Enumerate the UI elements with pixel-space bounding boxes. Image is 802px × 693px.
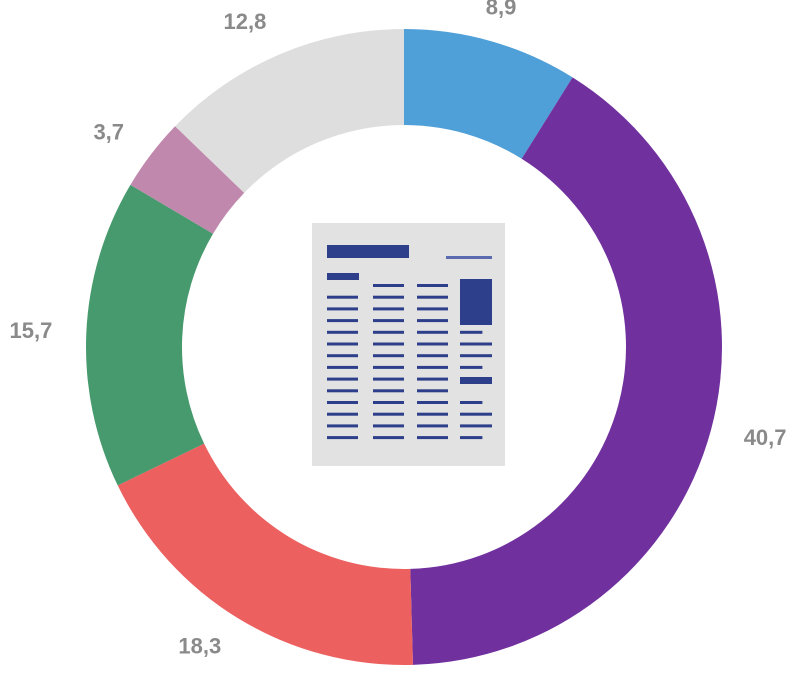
icon-line <box>417 389 448 393</box>
icon-line <box>327 330 358 334</box>
icon-line <box>417 330 448 334</box>
icon-line <box>460 401 483 404</box>
icon-line <box>327 401 358 404</box>
icon-line <box>327 412 358 416</box>
icon-line <box>460 436 483 440</box>
icon-line <box>373 401 404 404</box>
icon-line <box>373 284 404 287</box>
icon-line <box>373 389 404 393</box>
icon-line <box>373 330 404 334</box>
icon-line <box>373 436 404 440</box>
data-label: 3,7 <box>93 119 124 144</box>
donut-slice <box>404 29 573 159</box>
donut-slice <box>85 184 214 486</box>
data-label: 8,9 <box>486 0 517 19</box>
icon-heading <box>327 245 409 258</box>
icon-line <box>373 307 404 311</box>
icon-line <box>460 330 483 334</box>
icon-line <box>460 412 492 416</box>
document-icon <box>312 223 505 466</box>
icon-line <box>417 295 448 299</box>
icon-line <box>373 319 404 323</box>
icon-line <box>327 436 358 440</box>
icon-line <box>417 412 448 416</box>
data-label: 12,8 <box>224 9 267 34</box>
icon-line <box>327 342 358 346</box>
icon-line <box>417 401 448 404</box>
icon-line <box>417 284 448 287</box>
icon-line <box>417 365 448 369</box>
data-label: 18,3 <box>178 634 221 659</box>
icon-line <box>373 342 404 346</box>
icon-line <box>460 342 492 346</box>
icon-line <box>373 295 404 299</box>
donut-slice <box>117 443 413 665</box>
icon-line <box>417 377 448 381</box>
icon-line <box>460 377 492 384</box>
icon-line <box>327 307 358 311</box>
icon-line <box>417 354 448 358</box>
icon-line <box>460 424 492 428</box>
icon-line <box>327 319 358 323</box>
icon-line <box>327 273 359 280</box>
data-label: 40,7 <box>744 425 787 450</box>
icon-line <box>446 256 492 259</box>
icon-line <box>373 354 404 358</box>
icon-line <box>327 295 358 299</box>
donut-slice <box>175 29 404 193</box>
icon-line <box>460 365 483 369</box>
icon-block <box>460 279 492 325</box>
icon-line <box>417 319 448 323</box>
icon-line <box>373 365 404 369</box>
icon-line <box>373 424 404 428</box>
donut-slice <box>410 77 722 665</box>
icon-line <box>327 377 358 381</box>
icon-line <box>417 342 448 346</box>
icon-line <box>327 365 358 369</box>
donut-slice <box>130 126 245 234</box>
icon-line <box>417 424 448 428</box>
icon-line <box>417 307 448 311</box>
icon-line <box>460 354 492 358</box>
icon-line <box>327 389 358 393</box>
icon-line <box>373 412 404 416</box>
icon-line <box>327 354 358 358</box>
icon-line <box>327 424 358 428</box>
icon-line <box>417 436 448 440</box>
data-label: 15,7 <box>9 318 52 343</box>
icon-line <box>373 377 404 381</box>
